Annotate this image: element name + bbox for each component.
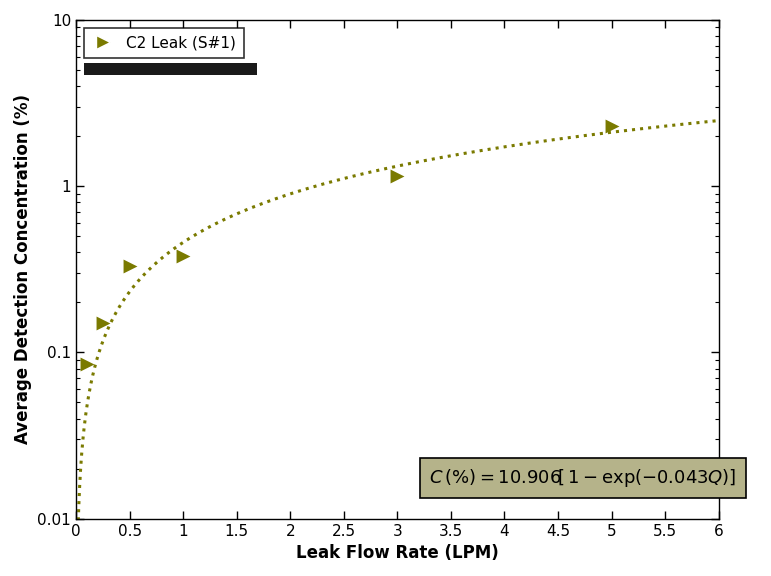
Point <box>177 251 190 260</box>
Point <box>123 262 136 271</box>
Point <box>391 172 403 181</box>
X-axis label: Leak Flow Rate (LPM): Leak Flow Rate (LPM) <box>296 544 499 562</box>
Point <box>605 122 618 131</box>
Point <box>96 319 109 328</box>
Point <box>81 359 93 369</box>
Legend: C2 Leak (S#1): C2 Leak (S#1) <box>84 28 244 58</box>
Y-axis label: Average Detection Concentration (%): Average Detection Concentration (%) <box>14 94 32 444</box>
FancyBboxPatch shape <box>84 63 257 75</box>
Text: $C\,(\%) = 10.906\!\left[\,1-\exp(-0.043Q)\right]$: $C\,(\%) = 10.906\!\left[\,1-\exp(-0.043… <box>429 467 737 490</box>
